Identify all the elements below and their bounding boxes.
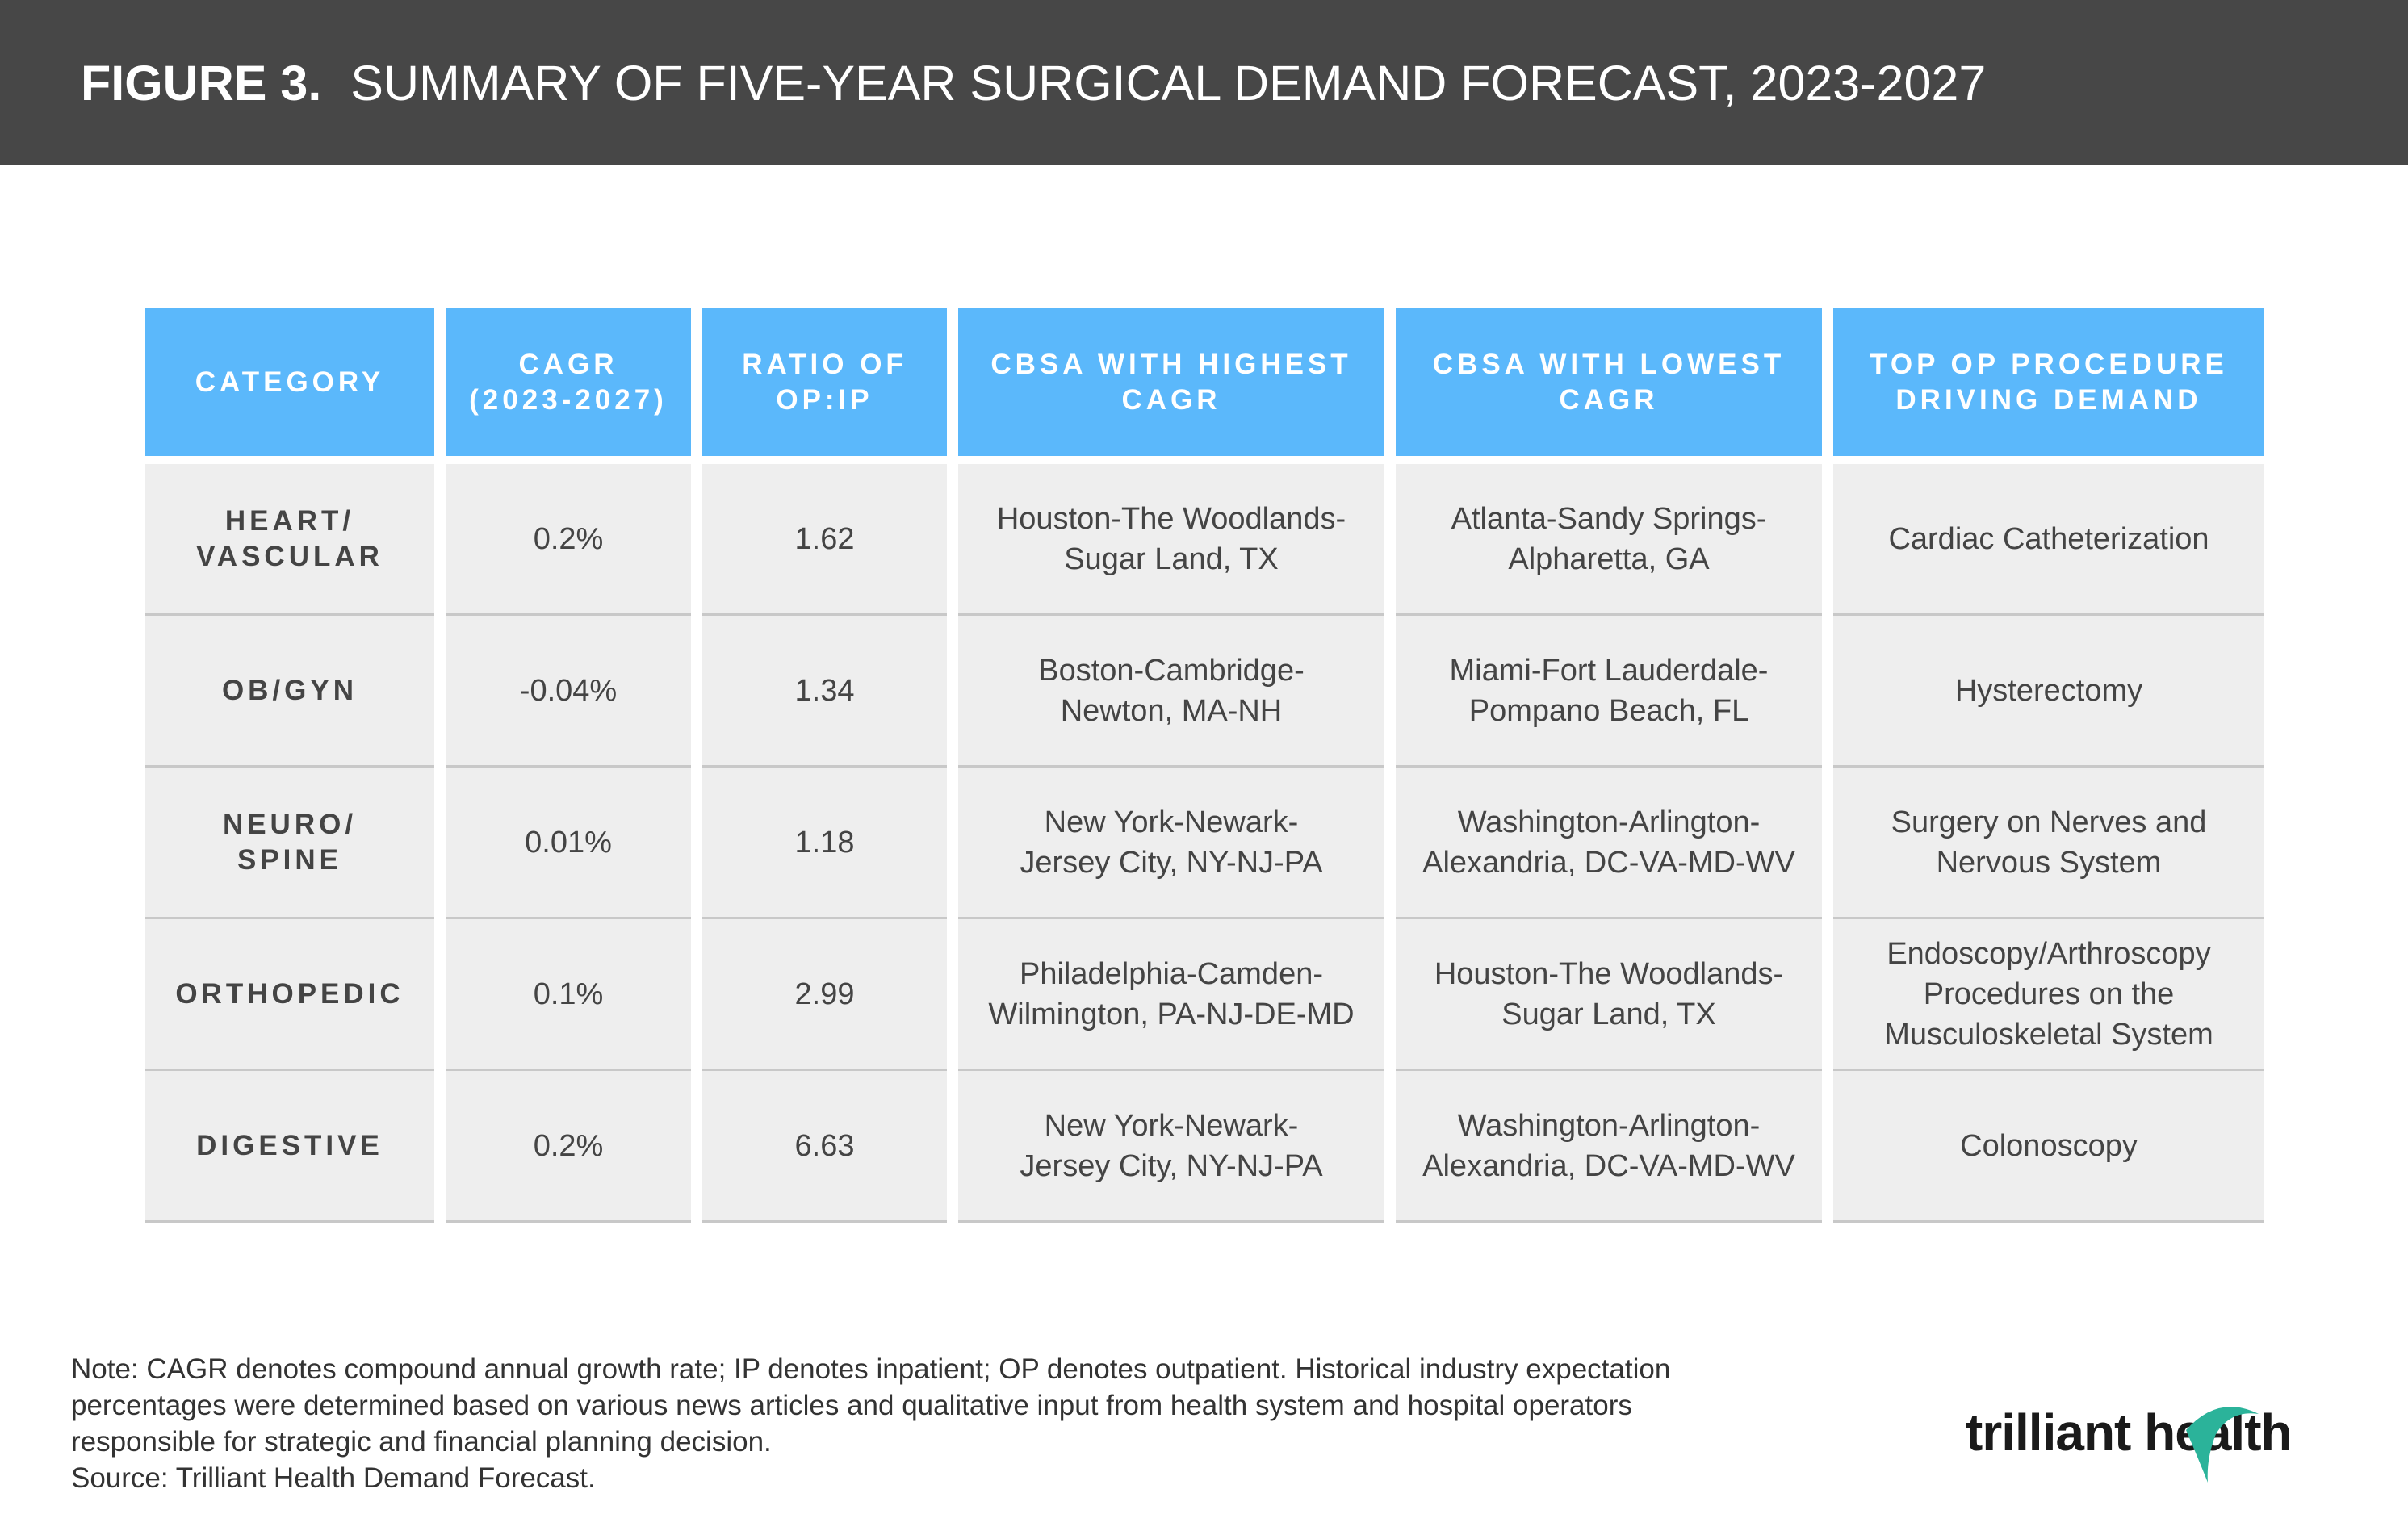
cell-ratio: 1.18: [702, 768, 947, 919]
header-cagr: CAGR (2023-2027): [446, 308, 691, 456]
cell-ratio: 1.62: [702, 464, 947, 616]
header-lowest-cbsa: CBSA WITH LOWEST CAGR: [1396, 308, 1822, 456]
cell-top-procedure: Hysterectomy: [1833, 616, 2264, 768]
header-top-procedure: TOP OP PROCEDURE DRIVING DEMAND: [1833, 308, 2264, 456]
header-highest-cbsa: CBSA WITH HIGHEST CAGR: [958, 308, 1384, 456]
table-row: NEURO/ SPINE 0.01% 1.18 New York-Newark-…: [145, 768, 2264, 919]
cell-cagr: 0.01%: [446, 768, 691, 919]
source-line: Source: Trilliant Health Demand Forecast…: [71, 1462, 596, 1494]
cell-lowest-cbsa: Houston-The Woodlands- Sugar Land, TX: [1396, 919, 1822, 1071]
note-line: percentages were determined based on var…: [71, 1390, 1632, 1421]
cell-cagr: 0.1%: [446, 919, 691, 1071]
header-ratio: RATIO OF OP:IP: [702, 308, 947, 456]
trilliant-health-logo: trilliant health: [1966, 1403, 2345, 1483]
forecast-table: CATEGORY CAGR (2023-2027) RATIO OF OP:IP…: [145, 308, 2264, 1223]
cell-ratio: 2.99: [702, 919, 947, 1071]
note-line: Note: CAGR denotes compound annual growt…: [71, 1353, 1671, 1385]
figure-title: SUMMARY OF FIVE-YEAR SURGICAL DEMAND FOR…: [350, 55, 1987, 111]
table-row: DIGESTIVE 0.2% 6.63 New York-Newark- Jer…: [145, 1071, 2264, 1223]
cell-highest-cbsa: Boston-Cambridge- Newton, MA-NH: [958, 616, 1384, 768]
table-row: OB/GYN -0.04% 1.34 Boston-Cambridge- New…: [145, 616, 2264, 768]
cell-highest-cbsa: Houston-The Woodlands- Sugar Land, TX: [958, 464, 1384, 616]
cell-category: OB/GYN: [145, 616, 434, 768]
cell-lowest-cbsa: Washington-Arlington- Alexandria, DC-VA-…: [1396, 1071, 1822, 1223]
cell-lowest-cbsa: Miami-Fort Lauderdale- Pompano Beach, FL: [1396, 616, 1822, 768]
swoosh-icon: [2186, 1407, 2259, 1483]
footnote: Note: CAGR denotes compound annual growt…: [71, 1351, 1847, 1496]
cell-category: ORTHOPEDIC: [145, 919, 434, 1071]
cell-top-procedure: Cardiac Catheterization: [1833, 464, 2264, 616]
cell-highest-cbsa: Philadelphia-Camden- Wilmington, PA-NJ-D…: [958, 919, 1384, 1071]
cell-top-procedure: Surgery on Nerves and Nervous System: [1833, 768, 2264, 919]
note-line: responsible for strategic and financial …: [71, 1426, 772, 1458]
cell-lowest-cbsa: Atlanta-Sandy Springs- Alpharetta, GA: [1396, 464, 1822, 616]
cell-highest-cbsa: New York-Newark- Jersey City, NY-NJ-PA: [958, 768, 1384, 919]
cell-ratio: 6.63: [702, 1071, 947, 1223]
header-category: CATEGORY: [145, 308, 434, 456]
cell-category: HEART/ VASCULAR: [145, 464, 434, 616]
cell-lowest-cbsa: Washington-Arlington- Alexandria, DC-VA-…: [1396, 768, 1822, 919]
table-row: ORTHOPEDIC 0.1% 2.99 Philadelphia-Camden…: [145, 919, 2264, 1071]
cell-cagr: 0.2%: [446, 1071, 691, 1223]
cell-category: NEURO/ SPINE: [145, 768, 434, 919]
figure-label: FIGURE 3.: [81, 55, 322, 111]
cell-category: DIGESTIVE: [145, 1071, 434, 1223]
cell-top-procedure: Colonoscopy: [1833, 1071, 2264, 1223]
title-bar: FIGURE 3. SUMMARY OF FIVE-YEAR SURGICAL …: [0, 0, 2408, 165]
table-row: HEART/ VASCULAR 0.2% 1.62 Houston-The Wo…: [145, 464, 2264, 616]
cell-top-procedure: Endoscopy/Arthroscopy Procedures on the …: [1833, 919, 2264, 1071]
cell-highest-cbsa: New York-Newark- Jersey City, NY-NJ-PA: [958, 1071, 1384, 1223]
table-header-row: CATEGORY CAGR (2023-2027) RATIO OF OP:IP…: [145, 308, 2264, 456]
cell-ratio: 1.34: [702, 616, 947, 768]
cell-cagr: -0.04%: [446, 616, 691, 768]
cell-cagr: 0.2%: [446, 464, 691, 616]
